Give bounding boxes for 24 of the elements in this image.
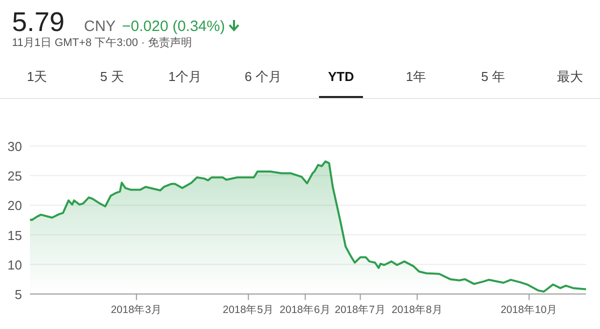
text: CNY — [84, 18, 116, 35]
chart-subtitle: 11月1日 GMT+8 下午3:00 · 免责声明 — [12, 36, 192, 49]
y-tick-label: 20 — [8, 198, 22, 214]
text: 5 天 — [100, 69, 124, 84]
text: 1个月 — [168, 69, 202, 84]
x-tick-label: 2018年5月 — [222, 304, 274, 316]
x-tick-label: 2018年8月 — [392, 304, 443, 316]
text: 最大 — [557, 69, 583, 84]
chart-title: 5.79 — [12, 7, 65, 37]
x-tick-label: 2018年3月 — [110, 304, 162, 316]
y-tick-label: 10 — [8, 257, 22, 272]
x-tick-label: 2018年7月 — [334, 304, 386, 316]
text: 6 个月 — [244, 69, 282, 84]
text: 1年 — [406, 69, 426, 84]
text: 5 年 — [481, 69, 505, 84]
text: 1天 — [26, 69, 48, 84]
text: −0.020 (0.34%) — [122, 18, 225, 35]
x-tick-label: 2018年6月 — [280, 304, 331, 316]
y-tick-label: 5 — [14, 287, 22, 302]
text: YTD — [328, 69, 354, 84]
y-tick-label: 15 — [8, 228, 22, 243]
y-tick-label: 25 — [8, 168, 22, 184]
x-tick-label: 2018年10月 — [500, 304, 558, 316]
y-tick-label: 30 — [8, 139, 22, 154]
